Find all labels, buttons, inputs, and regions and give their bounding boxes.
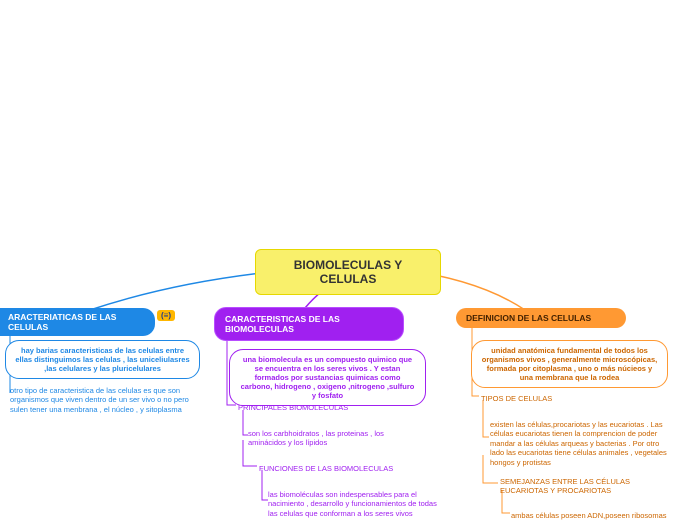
right-sub1-text: existen las células,procariotas y las eu…	[490, 420, 675, 467]
branch-header-left: ARACTERIATICAS DE LAS CELULAS	[0, 308, 155, 336]
root-node: BIOMOLECULAS Y CELULAS	[255, 249, 441, 295]
branch-header-right: DEFINICION DE LAS CELULAS	[456, 308, 626, 328]
branch-header-mid: CARACTERISTICAS DE LAS BIOMOLECULAS	[214, 307, 404, 341]
mid-box-1: una biomolecula es un compuesto quimico …	[229, 349, 426, 406]
right-box-1: unidad anatómica fundamental de todos lo…	[471, 340, 668, 388]
mid-sub2-text: las biomoléculas son indespensables para…	[268, 490, 448, 518]
right-sub2-title: SEMEJANZAS ENTRE LAS CÉLULAS EUCARIOTAS …	[500, 477, 675, 496]
right-sub1-title: TIPOS DE CELULAS	[481, 394, 661, 403]
mid-sub1-title: PRINCIPALES BIOMOLECULAS	[238, 403, 418, 412]
left-box-1: hay barias caracteristicas de las celula…	[5, 340, 200, 379]
mid-sub1-text: son los carbhoidratos , las proteinas , …	[248, 429, 423, 448]
right-sub2-text: ambas células poseen ADN,poseen ribosoma…	[511, 511, 686, 520]
mid-sub2-title: FUNCIONES DE LAS BIOMOLECULAS	[259, 464, 439, 473]
collapse-badge[interactable]: (≡)	[157, 310, 175, 321]
left-plain-1: otro tipo de caracteristica de las celul…	[10, 386, 195, 414]
